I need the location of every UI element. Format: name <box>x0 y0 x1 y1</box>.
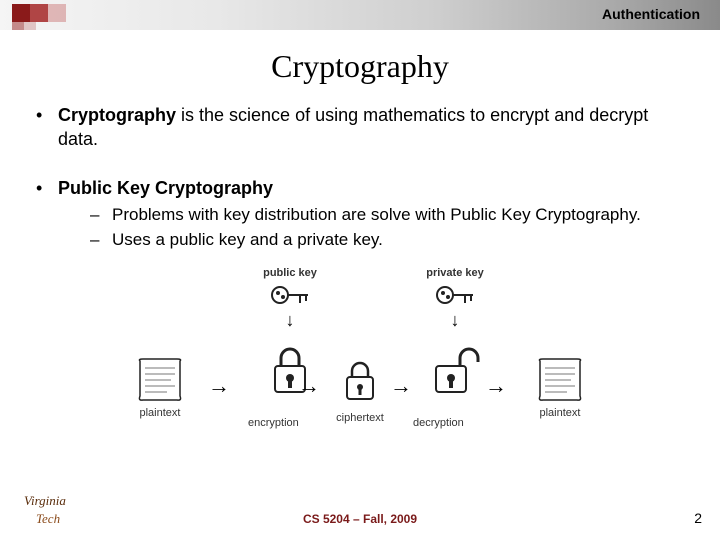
arrow-down-icon: ↓ <box>405 311 505 329</box>
bullet-item: • Public Key Cryptography – Problems wit… <box>36 176 684 254</box>
sub-bullet-item: – Uses a public key and a private key. <box>90 229 641 252</box>
diagram-ciphertext: ciphertext <box>320 361 400 426</box>
crypto-diagram: public key ↓ private key ↓ <box>120 266 600 431</box>
bullet-bold-lead: Cryptography <box>58 105 176 125</box>
key-icon <box>433 283 477 313</box>
bullet-item: • Cryptography is the science of using m… <box>36 103 684 152</box>
sub-bullet-text: Uses a public key and a private key. <box>112 229 383 252</box>
bullet-marker: • <box>36 103 58 152</box>
arrow-right-icon: → <box>208 371 230 401</box>
diagram-plaintext-left: plaintext <box>120 356 200 421</box>
header-topic-label: Authentication <box>602 6 700 22</box>
lock-open-icon <box>430 346 480 398</box>
bullet-text: Public Key Cryptography – Problems with … <box>58 176 641 254</box>
key-label: private key <box>405 266 505 281</box>
lock-closed-icon <box>340 361 380 403</box>
process-label-encryption: encryption <box>248 416 299 431</box>
diagram-plaintext-right: plaintext <box>520 356 600 421</box>
footer-course-label: CS 5204 – Fall, 2009 <box>0 512 720 526</box>
sub-bullet-marker: – <box>90 204 112 227</box>
slide-title: Cryptography <box>0 48 720 85</box>
doc-label: plaintext <box>120 406 200 421</box>
diagram-public-key: public key ↓ <box>240 266 340 329</box>
document-icon <box>535 356 585 404</box>
arrow-down-icon: ↓ <box>240 311 340 329</box>
diagram-decrypt-lock <box>415 346 495 404</box>
bullet-text: Cryptography is the science of using mat… <box>58 103 684 152</box>
slide-header: Authentication <box>0 0 720 30</box>
bullet-bold-lead: Public Key Cryptography <box>58 178 273 198</box>
header-accent-squares-row2 <box>12 22 36 30</box>
page-number: 2 <box>694 510 702 526</box>
bullet-marker: • <box>36 176 58 254</box>
sub-bullet-group: – Problems with key distribution are sol… <box>90 204 641 252</box>
sub-bullet-marker: – <box>90 229 112 252</box>
key-label: public key <box>240 266 340 281</box>
sub-bullet-item: – Problems with key distribution are sol… <box>90 204 641 227</box>
arrow-right-icon: → <box>390 371 412 401</box>
sub-bullet-text: Problems with key distribution are solve… <box>112 204 641 227</box>
lock-label: ciphertext <box>320 411 400 426</box>
arrow-right-icon: → <box>485 371 507 401</box>
document-icon <box>135 356 185 404</box>
header-accent-squares <box>12 4 66 22</box>
process-label-decryption: decryption <box>413 416 464 431</box>
diagram-private-key: private key ↓ <box>405 266 505 329</box>
slide-content: • Cryptography is the science of using m… <box>0 103 720 431</box>
logo-part1: Virginia <box>24 493 66 508</box>
key-icon <box>268 283 312 313</box>
arrow-right-icon: → <box>298 371 320 401</box>
doc-label: plaintext <box>520 406 600 421</box>
slide-footer: Virginia Tech CS 5204 – Fall, 2009 2 <box>0 508 720 528</box>
